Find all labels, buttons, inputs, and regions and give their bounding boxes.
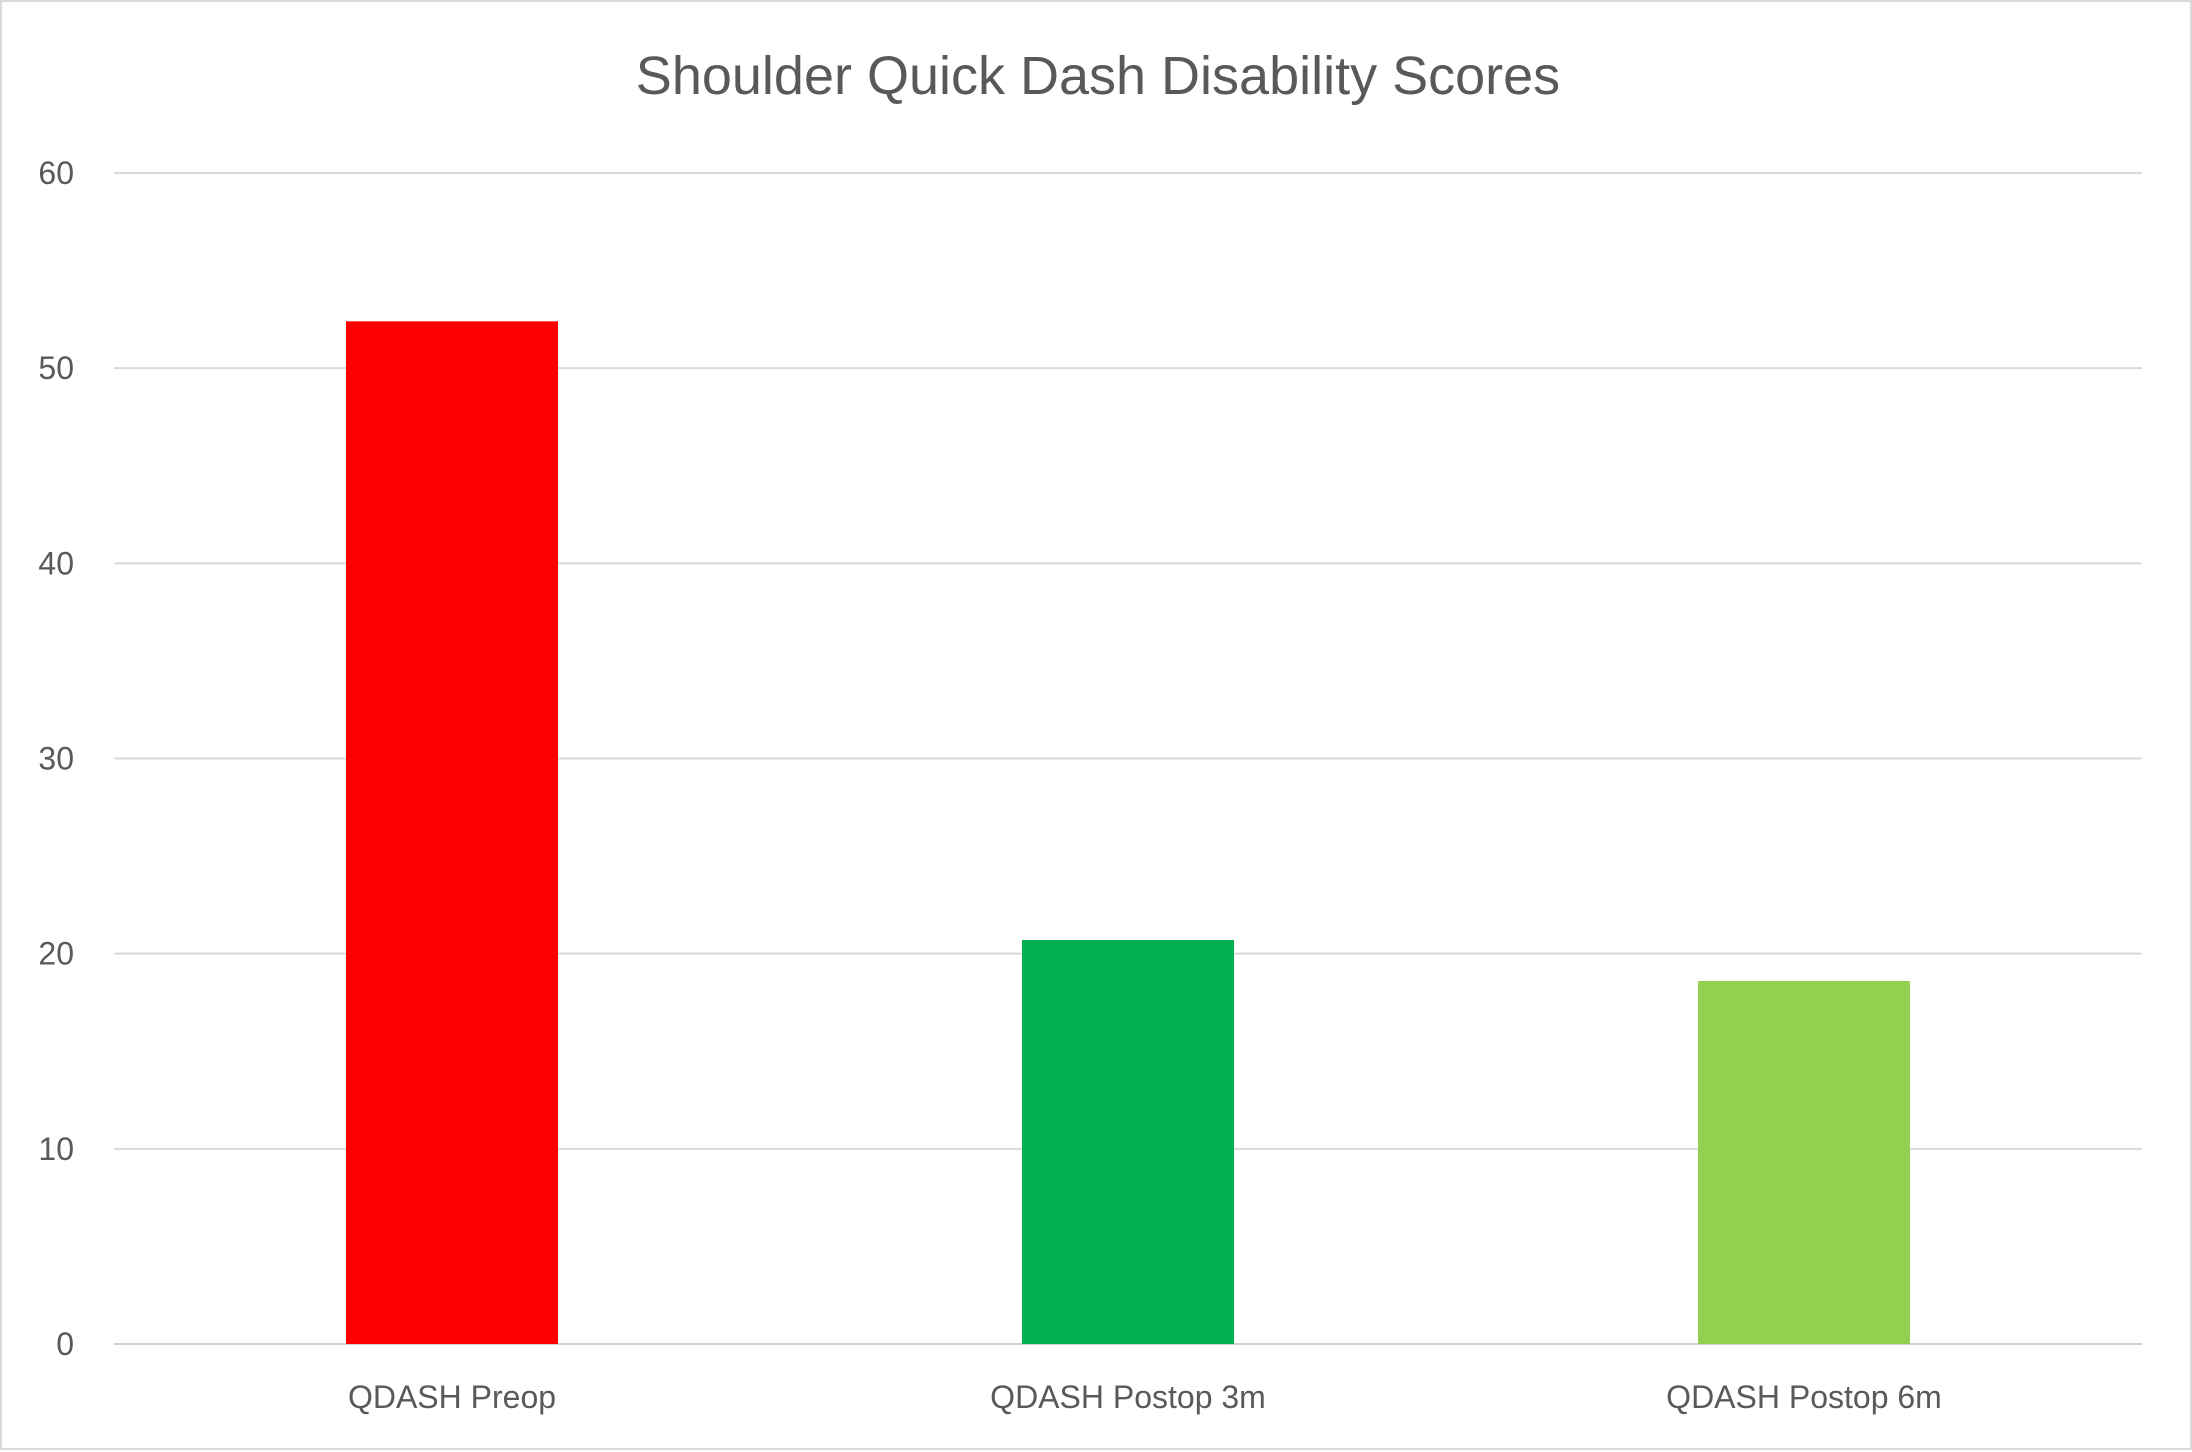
x-tick-label: QDASH Preop xyxy=(348,1379,556,1415)
bar xyxy=(1022,940,1234,1344)
chart-title: Shoulder Quick Dash Disability Scores xyxy=(636,46,1560,106)
y-tick-label: 30 xyxy=(38,741,74,777)
x-tick-label: QDASH Postop 3m xyxy=(990,1379,1266,1415)
bars xyxy=(346,321,1910,1344)
x-axis-labels: QDASH Preop QDASH Postop 3m QDASH Postop 6… xyxy=(348,1379,1942,1415)
y-tick-label: 50 xyxy=(38,350,74,386)
bar xyxy=(1698,980,1910,1344)
y-tick-label: 60 xyxy=(38,155,74,191)
y-tick-label: 20 xyxy=(38,936,74,972)
y-tick-label: 10 xyxy=(38,1131,74,1167)
x-tick-label: QDASH Postop 6m xyxy=(1666,1379,1942,1415)
y-axis-ticks: 0 10 20 30 40 50 60 xyxy=(38,155,74,1362)
bar xyxy=(346,321,558,1344)
y-tick-label: 40 xyxy=(38,545,74,581)
y-tick-label: 0 xyxy=(56,1326,74,1362)
